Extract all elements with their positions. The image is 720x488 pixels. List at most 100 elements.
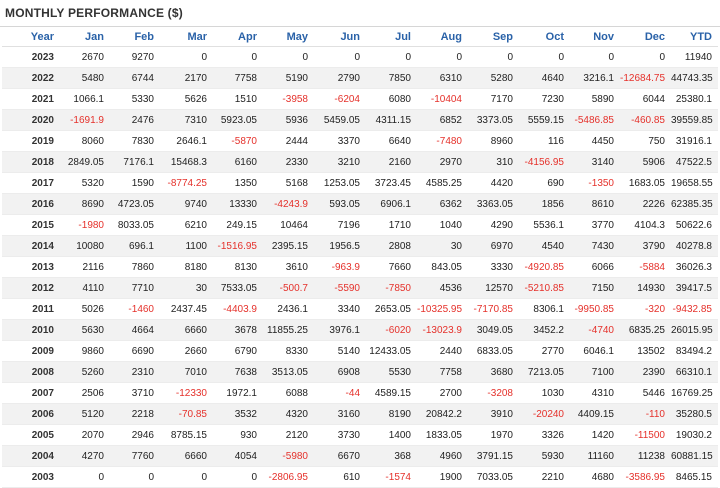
value-cell: -500.7 (263, 277, 314, 299)
value-cell: 7638 (213, 361, 263, 383)
value-cell: -1460 (110, 298, 160, 320)
value-cell: -10325.95 (417, 298, 468, 320)
value-cell: 2437.45 (160, 298, 213, 320)
value-cell: 7830 (110, 130, 160, 152)
value-cell: 6640 (366, 130, 417, 152)
value-cell: 9860 (60, 340, 110, 362)
value-cell: 7758 (213, 67, 263, 89)
value-cell: 7710 (110, 277, 160, 299)
value-cell: 690 (519, 172, 570, 194)
value-cell: 2849.05 (60, 151, 110, 173)
value-cell: 3910 (468, 403, 519, 425)
value-cell: 13330 (213, 193, 263, 215)
value-cell: 14930 (620, 277, 671, 299)
table-row: 2012 4110 7710 30 7533.05 -500.7 -5590 -7850 453… (2, 277, 718, 299)
table-row: 2022 5480 6744 2170 7758 5190 2790 7850 6310 5280… (2, 67, 718, 89)
header-row: Year Jan Feb Mar Apr May Jun Jul Aug Sep Oct Nov Dec… (2, 27, 718, 47)
value-cell: 0 (160, 466, 213, 488)
value-cell: 2310 (110, 361, 160, 383)
column-header-jun: Jun (314, 27, 366, 47)
value-cell: 6160 (213, 151, 263, 173)
value-cell: 4290 (468, 214, 519, 236)
value-cell: 20842.2 (417, 403, 468, 425)
value-cell: 2395.15 (263, 235, 314, 257)
value-cell: -4243.9 (263, 193, 314, 215)
value-cell: 2226 (620, 193, 671, 215)
value-cell: 8180 (160, 256, 213, 278)
value-cell: 4536 (417, 277, 468, 299)
value-cell: 3610 (263, 256, 314, 278)
year-cell: 2023 (2, 46, 60, 68)
value-cell: 6362 (417, 193, 468, 215)
value-cell: 1066.1 (60, 88, 110, 110)
value-cell: 35280.5 (671, 403, 718, 425)
performance-table: Year Jan Feb Mar Apr May Jun Jul Aug Sep Oct Nov Dec… (2, 27, 718, 488)
value-cell: -13023.9 (417, 319, 468, 341)
value-cell: 5446 (620, 382, 671, 404)
value-cell: 1900 (417, 466, 468, 488)
value-cell: 7430 (570, 235, 620, 257)
value-cell: 2670 (60, 46, 110, 68)
value-cell: -5486.85 (570, 109, 620, 131)
column-header-sep: Sep (468, 27, 519, 47)
table-row: 2003 0 0 0 0 -2806.95 610 -1574 1900 7033.05 2210 4… (2, 466, 718, 488)
value-cell: 3532 (213, 403, 263, 425)
value-cell: 1030 (519, 382, 570, 404)
value-cell: 2330 (263, 151, 314, 173)
table-row: 2004 4270 7760 6660 4054 -5980 6670 368 4960 3791… (2, 445, 718, 467)
table-row: 2011 5026 -1460 2437.45 -4403.9 2436.1 3340 265… (2, 298, 718, 320)
value-cell: 310 (468, 151, 519, 173)
value-cell: 5530 (366, 361, 417, 383)
value-cell: 4723.05 (110, 193, 160, 215)
value-cell: 2808 (366, 235, 417, 257)
value-cell: 0 (213, 46, 263, 68)
value-cell: 3513.05 (263, 361, 314, 383)
value-cell: 5330 (110, 88, 160, 110)
year-cell: 2013 (2, 256, 60, 278)
value-cell: 6670 (314, 445, 366, 467)
value-cell: 3770 (570, 214, 620, 236)
value-cell: 15468.3 (160, 151, 213, 173)
value-cell: 5923.05 (213, 109, 263, 131)
value-cell: 8785.15 (160, 424, 213, 446)
value-cell: 1833.05 (417, 424, 468, 446)
value-cell: 4680 (570, 466, 620, 488)
value-cell: 1253.05 (314, 172, 366, 194)
value-cell: 7230 (519, 88, 570, 110)
value-cell: 2653.05 (366, 298, 417, 320)
value-cell: 3678 (213, 319, 263, 341)
value-cell: 2770 (519, 340, 570, 362)
value-cell: 6080 (366, 88, 417, 110)
value-cell: 12570 (468, 277, 519, 299)
value-cell: -10404 (417, 88, 468, 110)
value-cell: 4311.15 (366, 109, 417, 131)
value-cell: 2210 (519, 466, 570, 488)
value-cell: 5559.15 (519, 109, 570, 131)
value-cell: 5190 (263, 67, 314, 89)
value-cell: 1856 (519, 193, 570, 215)
value-cell: 6970 (468, 235, 519, 257)
column-header-mar: Mar (160, 27, 213, 47)
value-cell: 11160 (570, 445, 620, 467)
value-cell: 7310 (160, 109, 213, 131)
value-cell: 5480 (60, 67, 110, 89)
value-cell: 5890 (570, 88, 620, 110)
value-cell: 8033.05 (110, 214, 160, 236)
year-cell: 2018 (2, 151, 60, 173)
value-cell: 116 (519, 130, 570, 152)
year-cell: 2005 (2, 424, 60, 446)
value-cell: -20240 (519, 403, 570, 425)
value-cell: -4156.95 (519, 151, 570, 173)
value-cell: 7010 (160, 361, 213, 383)
value-cell: 2436.1 (263, 298, 314, 320)
year-cell: 2004 (2, 445, 60, 467)
value-cell: -320 (620, 298, 671, 320)
value-cell: 66310.1 (671, 361, 718, 383)
value-cell: -5884 (620, 256, 671, 278)
table-row: 2009 9860 6690 2660 6790 8330 5140 12433.05 2440… (2, 340, 718, 362)
column-header-jan: Jan (60, 27, 110, 47)
value-cell: 6660 (160, 445, 213, 467)
value-cell: 3216.1 (570, 67, 620, 89)
value-cell: 5026 (60, 298, 110, 320)
